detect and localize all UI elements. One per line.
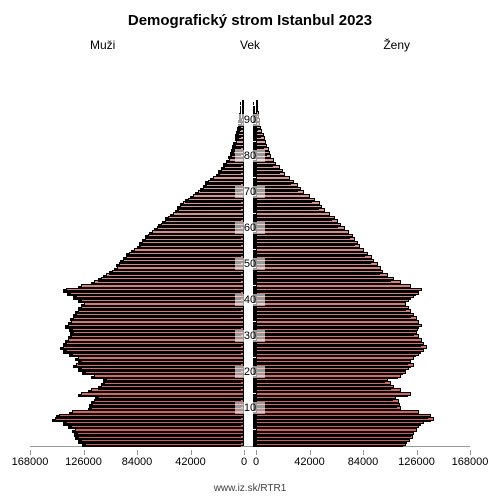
y-tick-label: 10 bbox=[235, 402, 265, 414]
y-tick-label: 30 bbox=[235, 330, 265, 342]
x-tick bbox=[84, 450, 85, 455]
female-bar bbox=[256, 104, 258, 108]
x-tick-label: 84000 bbox=[348, 456, 379, 468]
age-row bbox=[30, 248, 470, 252]
age-row bbox=[30, 273, 470, 277]
y-tick-label: 50 bbox=[235, 258, 265, 270]
age-row bbox=[30, 172, 470, 176]
x-tick-label: 0 bbox=[241, 456, 247, 468]
x-tick-label: 126000 bbox=[65, 456, 102, 468]
age-row bbox=[30, 216, 470, 220]
x-tick bbox=[310, 450, 311, 455]
chart-title: Demografický strom Istanbul 2023 bbox=[0, 12, 500, 29]
age-row bbox=[30, 385, 470, 389]
age-row bbox=[30, 100, 470, 104]
age-row bbox=[30, 165, 470, 169]
y-tick-label: 90 bbox=[235, 114, 265, 126]
age-row bbox=[30, 244, 470, 248]
age-row bbox=[30, 208, 470, 212]
age-row bbox=[30, 381, 470, 385]
male-bar-shadow bbox=[240, 106, 241, 110]
age-row bbox=[30, 108, 470, 112]
male-bar bbox=[242, 100, 244, 104]
y-tick-label: 20 bbox=[235, 366, 265, 378]
x-tick bbox=[470, 450, 471, 455]
age-row bbox=[30, 280, 470, 284]
age-row bbox=[30, 277, 470, 281]
x-tick-label: 84000 bbox=[122, 456, 153, 468]
age-row bbox=[30, 136, 470, 140]
age-row bbox=[30, 176, 470, 180]
age-row bbox=[30, 140, 470, 144]
source-caption: www.iz.sk/RTR1 bbox=[0, 483, 500, 494]
age-row bbox=[30, 252, 470, 256]
x-tick bbox=[256, 450, 257, 455]
plot-area: 10 20 30 40 50 60 70 80 90 bbox=[30, 56, 470, 447]
x-tick bbox=[244, 450, 245, 455]
y-tick-label: 80 bbox=[235, 150, 265, 162]
x-tick-label: 168000 bbox=[12, 456, 49, 468]
age-row bbox=[30, 180, 470, 184]
male-bar-shadow bbox=[240, 109, 241, 113]
x-tick bbox=[363, 450, 364, 455]
female-bar bbox=[256, 100, 258, 104]
age-row bbox=[30, 388, 470, 392]
age-row bbox=[30, 237, 470, 241]
x-tick-label: 0 bbox=[253, 456, 259, 468]
male-bar bbox=[242, 104, 244, 108]
age-row bbox=[30, 205, 470, 209]
x-axis: 1680001260008400042000004200084000126000… bbox=[30, 450, 470, 470]
x-tick-label: 42000 bbox=[294, 456, 325, 468]
age-row bbox=[30, 144, 470, 148]
male-bar bbox=[242, 108, 244, 112]
female-bar-shadow bbox=[253, 106, 255, 110]
age-row bbox=[30, 241, 470, 245]
y-tick-label: 70 bbox=[235, 186, 265, 198]
age-row bbox=[30, 104, 470, 108]
x-tick bbox=[191, 450, 192, 455]
population-pyramid-chart: Demografický strom Istanbul 2023 Muži Ve… bbox=[0, 0, 500, 500]
age-row bbox=[30, 129, 470, 133]
age-row bbox=[30, 212, 470, 216]
female-bar bbox=[256, 108, 258, 112]
x-tick-label: 126000 bbox=[398, 456, 435, 468]
x-tick bbox=[30, 450, 31, 455]
age-row bbox=[30, 201, 470, 205]
male-bar-shadow bbox=[240, 102, 241, 106]
y-tick-label: 60 bbox=[235, 222, 265, 234]
age-row bbox=[30, 169, 470, 173]
y-tick-label: 40 bbox=[235, 294, 265, 306]
x-tick bbox=[417, 450, 418, 455]
right-series-label: Ženy bbox=[383, 38, 410, 52]
x-tick bbox=[137, 450, 138, 455]
y-axis-label: Vek bbox=[0, 38, 500, 52]
age-row bbox=[30, 133, 470, 137]
x-tick-label: 42000 bbox=[175, 456, 206, 468]
female-bar-shadow bbox=[253, 102, 254, 106]
x-tick-label: 168000 bbox=[452, 456, 489, 468]
female-bar-shadow bbox=[253, 109, 255, 113]
